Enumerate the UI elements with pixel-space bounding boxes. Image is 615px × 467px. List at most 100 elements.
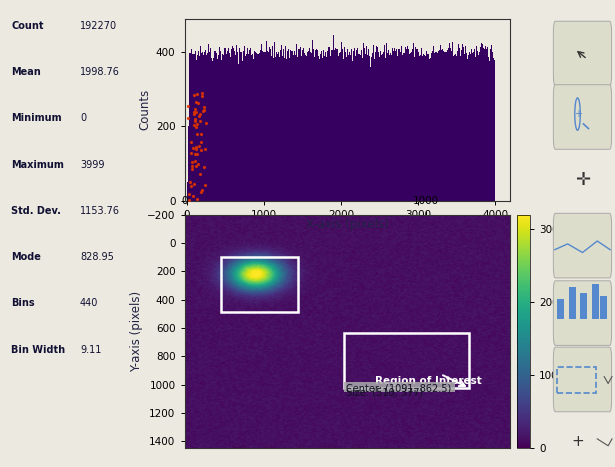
Point [183,114,192,121]
Text: 9.11: 9.11 [80,345,101,354]
Bar [349,52,350,201]
Bar [308,50,309,201]
Bar [257,54,258,201]
Bar [262,51,263,201]
Bar [230,57,231,201]
Bar [465,46,466,201]
Bar [340,52,341,201]
FancyBboxPatch shape [554,85,611,149]
Bar [201,53,202,201]
Bar [363,42,364,201]
Bar [394,48,395,201]
Point [186,139,196,146]
Bar [253,59,254,201]
Bar [491,45,492,201]
Bar [345,52,346,201]
Point [195,117,205,124]
Bar [478,45,479,201]
Bar [348,56,349,201]
Bar [472,53,473,201]
Bar [309,49,310,201]
Point [186,158,196,166]
Bar [458,44,459,201]
Bar [323,50,324,201]
Bar [339,54,340,201]
Bar [407,46,408,201]
Bar [347,49,348,201]
Bar [224,48,225,201]
Bar [313,50,314,201]
Bar [274,42,275,201]
Bar [197,57,199,201]
Bar [264,52,265,201]
Bar [252,54,253,201]
Bar [267,51,268,201]
Bar [330,57,331,201]
Bar [335,48,336,201]
Bar [281,45,282,201]
Bar [456,56,457,201]
Bar [471,50,472,201]
Bar [474,49,475,201]
Bar [360,44,361,201]
Point [188,166,197,173]
Bar [382,52,383,201]
Bar [455,55,456,201]
Bar [466,53,467,201]
Bar [277,54,278,201]
Point [194,142,204,150]
Point [189,92,199,99]
Bar [322,58,323,201]
Text: 192270: 192270 [80,21,117,31]
Bar [296,50,298,201]
Bar [463,47,464,201]
Bar [424,55,425,201]
Bar [406,49,407,201]
Bar [283,54,284,201]
Point [192,160,202,168]
Bar [284,57,285,201]
Bar [490,53,491,201]
Bar [384,45,385,201]
Bar [430,55,432,201]
Bar [371,57,372,201]
Bar [483,48,484,201]
Bar [232,46,233,201]
Point [191,144,200,151]
Bar [192,50,194,201]
Bar [324,56,325,201]
Bar [420,55,421,201]
Bar [415,47,416,201]
Bar [271,56,272,201]
Bar [391,54,392,201]
Text: Std. Dev.: Std. Dev. [11,206,61,216]
Bar [256,58,258,201]
Bar [252,54,253,201]
Bar [300,47,301,201]
Bar [261,51,263,201]
Point [190,116,200,123]
Bar [469,52,470,201]
Bar [187,182,188,201]
Point [197,90,207,97]
Bar [581,293,587,319]
Bar [292,51,293,201]
Bar [557,367,597,393]
Bar [470,54,471,201]
Point [190,150,200,157]
Point [190,157,200,164]
Point [192,120,202,128]
Bar [234,50,235,201]
Text: Bin Width: Bin Width [11,345,65,354]
Bar [204,52,205,201]
Text: +: + [574,109,582,119]
Bar [460,56,461,201]
Bar [372,53,373,201]
Bar [353,51,354,201]
Bar [235,55,236,201]
Bar [405,49,407,201]
Bar [429,58,430,201]
Bar [200,46,201,201]
Bar [220,50,221,201]
Bar [485,46,486,201]
